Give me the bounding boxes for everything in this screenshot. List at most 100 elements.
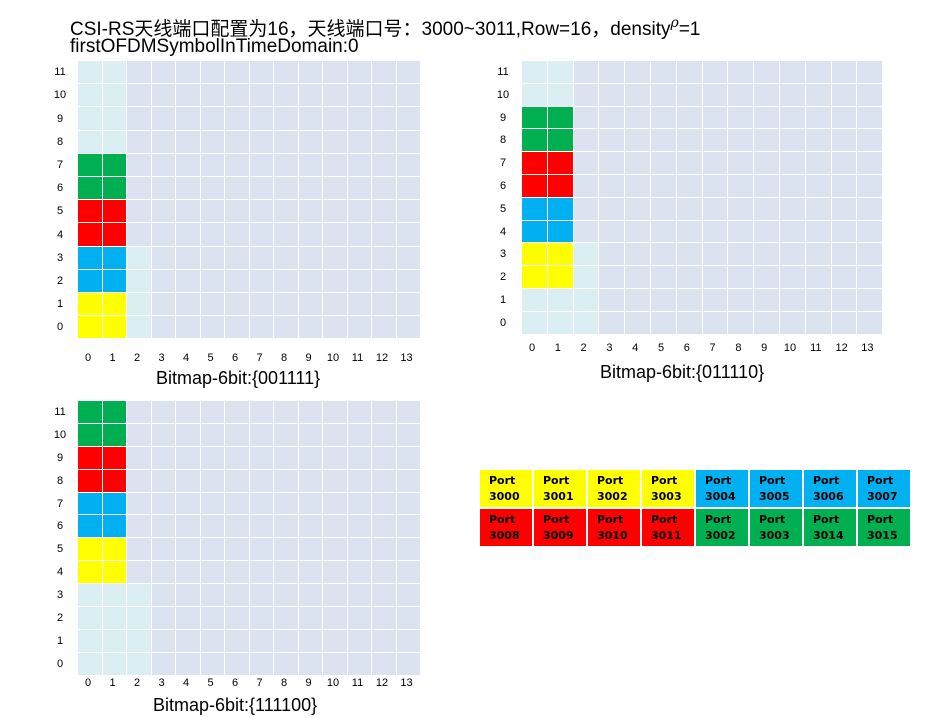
grid-cell: [225, 84, 249, 107]
y-tick-label: 10: [496, 88, 510, 101]
grid-cell: [200, 292, 224, 316]
grid-cell: [547, 266, 573, 288]
grid-cell: [857, 311, 883, 334]
grid-cell: [599, 311, 625, 334]
grid-cell: [522, 83, 547, 106]
grid-cell: [323, 130, 347, 153]
grid-cell: [298, 607, 322, 629]
grid-cell: [151, 469, 175, 492]
grid-cell: [176, 130, 200, 153]
grid-cell: [702, 197, 728, 220]
grid-cell: [200, 84, 224, 107]
grid-cell: [176, 61, 200, 84]
port-label: Port: [543, 513, 570, 526]
grid-cell: [625, 152, 650, 174]
grid-cell: [200, 423, 224, 446]
x-tick-label: 4: [632, 342, 639, 354]
grid-cell: [298, 61, 322, 84]
grid-cell: [396, 538, 420, 561]
grid-cell: [200, 538, 224, 561]
grid-cell: [225, 107, 249, 130]
grid-cell: [249, 61, 273, 84]
port-label: Port: [489, 474, 516, 487]
grid-cell: [176, 200, 200, 223]
grid-cell: [599, 266, 625, 288]
y-tick-label: 6: [56, 520, 64, 533]
x-tick-label: 9: [761, 342, 768, 354]
grid-cell: [127, 469, 151, 492]
x-tick-label: 13: [861, 342, 874, 354]
grid-cell: [372, 584, 396, 607]
x-tick-label: 2: [133, 352, 141, 364]
port-number: 3011: [651, 529, 682, 542]
grid-cell: [754, 266, 779, 288]
grid-cell: [78, 292, 102, 316]
port-legend-cell: Port 3006: [804, 470, 856, 507]
grid-cell: [298, 423, 322, 446]
grid-cell: [78, 584, 102, 607]
x-tick-label: 8: [280, 352, 288, 364]
grid-cell: [372, 469, 396, 492]
grid-cell: [127, 446, 151, 469]
grid-cells: [78, 61, 420, 339]
y-tick-label: 11: [54, 66, 66, 79]
grid-cells: [78, 401, 420, 675]
grid-cell: [779, 197, 805, 220]
grid-cell: [78, 246, 102, 269]
grid-cell: [78, 130, 102, 153]
grid-cell: [225, 269, 249, 292]
port-label: Port: [651, 513, 678, 526]
grid-cell: [323, 223, 347, 246]
x-tick-label: 6: [231, 677, 239, 689]
grid-cell: [625, 129, 650, 152]
grid-cell: [225, 584, 249, 607]
title-text: CSI-RS天线端口配置为16，天线端口号：3000~3011,Row=16，d…: [70, 19, 671, 40]
grid-cell: [779, 220, 805, 243]
grid-cell: [323, 176, 347, 200]
grid-cell: [805, 288, 831, 311]
grid-cell: [547, 83, 573, 106]
grid-cell: [396, 130, 420, 153]
grid-cell: [102, 607, 126, 629]
y-tick-label: 7: [499, 157, 507, 170]
grid-cell: [151, 652, 175, 675]
grid-cell: [102, 292, 126, 316]
port-legend-cell: Port 3005: [750, 470, 802, 507]
grid-cell: [127, 130, 151, 153]
grid-cell: [857, 174, 883, 197]
grid-cell: [702, 129, 728, 152]
grid-cell: [625, 220, 650, 243]
grid-cell: [599, 83, 625, 106]
grid-cell: [127, 292, 151, 316]
grid-cell: [372, 538, 396, 561]
grid-cell: [151, 446, 175, 469]
grid-cell: [78, 492, 102, 515]
grid-cell: [78, 107, 102, 130]
grid-cell: [249, 130, 273, 153]
grid-cell: [831, 152, 857, 174]
port-number: 3010: [597, 529, 628, 542]
grid-cell: [323, 269, 347, 292]
grid-cell: [676, 129, 702, 152]
grid-cell: [249, 107, 273, 130]
bitmap-caption-1: Bitmap-6bit:{001111}: [156, 368, 321, 388]
grid-cell: [127, 423, 151, 446]
grid-cell: [298, 107, 322, 130]
grid-cell: [396, 492, 420, 515]
grid-cell: [650, 61, 676, 83]
grid-cell: [754, 129, 779, 152]
grid-cell: [102, 61, 126, 84]
grid-cell: [176, 316, 200, 339]
grid-cell: [249, 469, 273, 492]
grid-cell: [396, 469, 420, 492]
grid-cell: [372, 652, 396, 675]
grid-cell: [547, 311, 573, 334]
grid-cell: [676, 197, 702, 220]
y-tick-label: 11: [54, 405, 66, 418]
grid-cell: [522, 243, 547, 266]
grid-cell: [151, 61, 175, 84]
grid-cell: [298, 246, 322, 269]
grid-cell: [298, 515, 322, 538]
grid-cell: [831, 61, 857, 83]
port-number: 3003: [759, 529, 790, 542]
